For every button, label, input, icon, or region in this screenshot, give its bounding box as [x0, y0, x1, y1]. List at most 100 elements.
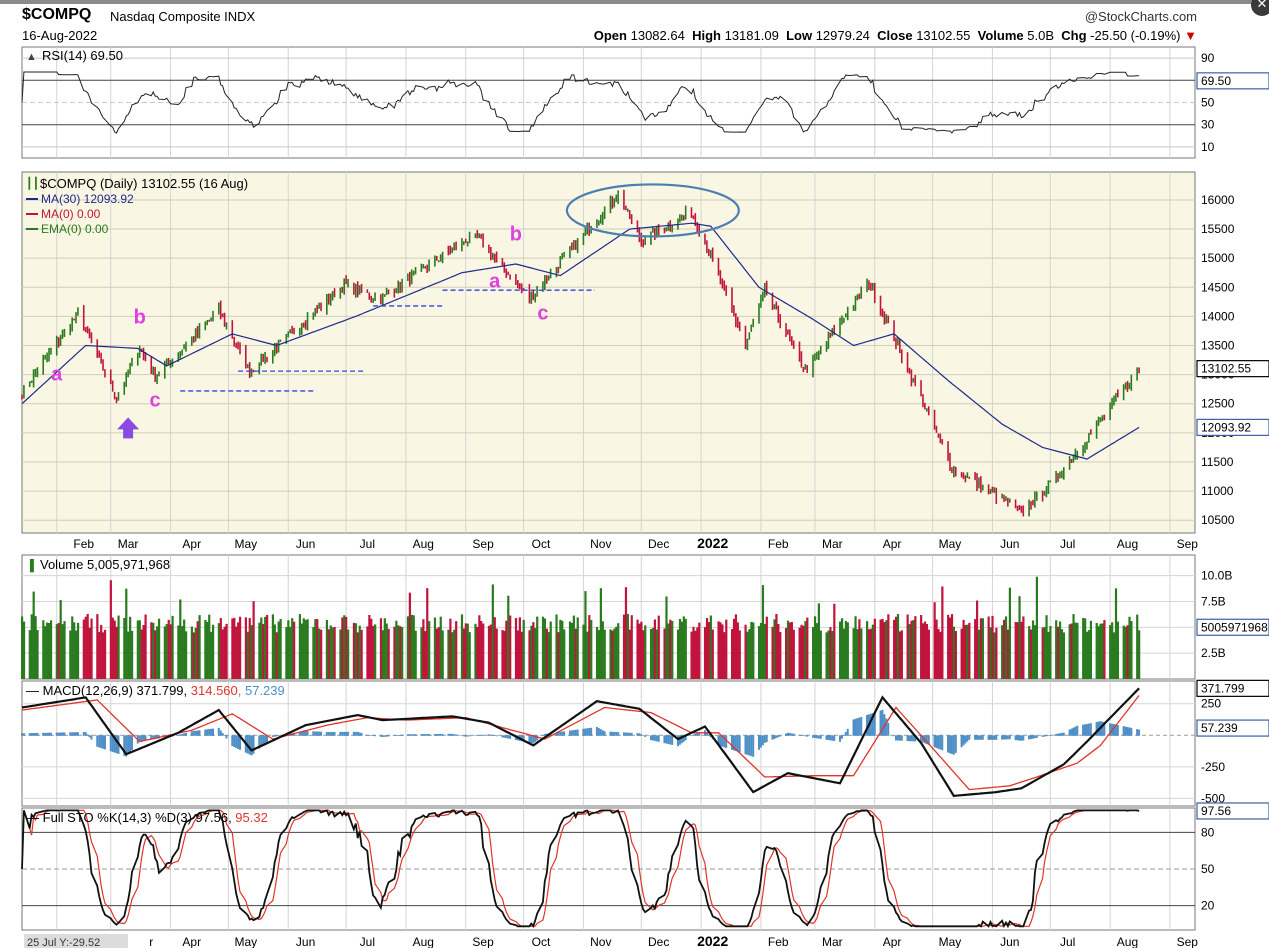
macd-tick: -500	[1201, 791, 1225, 805]
volume-bar	[867, 629, 871, 679]
volume-bar	[655, 629, 658, 679]
macd-histogram-bar	[721, 735, 724, 747]
macd-histogram-bar	[757, 735, 760, 750]
volume-bar	[705, 618, 709, 679]
window-top-border	[0, 0, 1269, 4]
macd-histogram-bar	[437, 733, 440, 736]
volume-bar	[424, 631, 427, 679]
x-axis-label-top: Feb	[73, 537, 94, 551]
volume-bar	[399, 626, 402, 679]
volume-bar	[316, 619, 319, 679]
macd-histogram-bar	[765, 735, 768, 743]
volume-bar	[372, 625, 375, 679]
volume-bar	[528, 630, 531, 679]
macd-histogram-bar	[894, 735, 897, 741]
macd-histogram-bar	[370, 735, 373, 736]
wave-annotation: c	[150, 390, 161, 412]
macd-histogram-bar	[142, 735, 145, 741]
macd-histogram-bar	[1070, 728, 1073, 736]
sto-tick: 20	[1201, 899, 1215, 913]
macd-histogram-bar	[642, 735, 645, 736]
macd-histogram-bar	[480, 734, 483, 736]
volume-bar	[979, 618, 983, 679]
macd-histogram-bar	[312, 731, 315, 736]
volume-bar	[395, 620, 398, 679]
volume-bar	[73, 622, 76, 679]
volume-bar	[451, 632, 454, 679]
volume-bar	[152, 622, 155, 679]
volume-bar	[628, 629, 631, 679]
volume-bar	[516, 630, 520, 679]
volume-bar	[719, 622, 722, 679]
macd-histogram-bar	[401, 734, 404, 736]
volume-bar	[154, 630, 157, 679]
volume-bar	[887, 614, 890, 679]
macd-histogram-bar	[790, 733, 793, 736]
macd-histogram-bar	[59, 732, 62, 736]
macd-histogram-bar	[381, 735, 384, 738]
volume-bar	[831, 630, 834, 679]
macd-histogram-bar	[532, 735, 535, 744]
legend-entry: MA(30) 12093.92	[41, 192, 134, 206]
macd-histogram-bar	[73, 732, 76, 736]
macd-histogram-bar	[69, 732, 72, 736]
volume-bar	[696, 627, 699, 679]
volume-bar	[790, 621, 793, 679]
macd-histogram-bar	[947, 735, 950, 753]
macd-histogram-bar	[130, 735, 133, 751]
volume-bar	[603, 629, 606, 679]
volume-bar	[1122, 625, 1125, 679]
chart-grid	[22, 47, 1195, 930]
volume-bar	[248, 618, 251, 679]
volume-bar	[935, 619, 938, 679]
macd-last-value-box	[1196, 679, 1269, 697]
macd-histogram-bar	[476, 735, 479, 736]
volume-bar	[626, 614, 629, 679]
volume-bar	[792, 629, 795, 679]
volume-bar	[358, 625, 361, 679]
volume-bar	[806, 617, 809, 679]
macd-histogram-bar	[277, 735, 280, 736]
volume-bar	[908, 624, 911, 679]
macd-histogram-bar	[451, 733, 454, 736]
x-axis-label-top: Jun	[296, 537, 315, 551]
macd-histogram-bar	[1016, 735, 1019, 741]
macd-histogram-bar	[1116, 724, 1119, 736]
macd-histogram-bar	[723, 735, 726, 748]
macd-histogram-bar	[331, 731, 334, 736]
volume-bar	[559, 619, 562, 679]
volume-bar	[123, 617, 126, 679]
macd-histogram-bar	[347, 731, 350, 736]
macd-histogram-bar	[320, 731, 323, 736]
close-icon[interactable]: ✕	[1251, 0, 1269, 16]
volume-bar	[507, 595, 510, 679]
macd-histogram-bar	[179, 734, 182, 736]
macd-histogram-bar	[327, 731, 330, 736]
volume-bar	[420, 627, 423, 679]
volume-bar	[219, 618, 222, 679]
volume-bar	[921, 623, 925, 679]
macd-histogram-bar	[649, 735, 652, 741]
volume-bar	[638, 623, 641, 679]
macd-histogram-bar	[46, 732, 49, 736]
volume-bar	[449, 618, 452, 679]
macd-hist-last-value-box	[1196, 719, 1269, 737]
macd-histogram-bar	[304, 730, 307, 736]
macd-histogram-bar	[44, 732, 47, 736]
volume-bar	[1111, 622, 1114, 679]
brand-label: @StockCharts.com	[1084, 9, 1197, 24]
volume-bar	[798, 627, 801, 679]
macd-histogram-bar	[831, 735, 834, 741]
macd-histogram-bar	[734, 735, 737, 752]
volume-bar	[896, 614, 900, 679]
macd-histogram-bar	[341, 731, 344, 736]
macd-histogram-bar	[630, 732, 633, 736]
volume-bar	[960, 628, 963, 679]
x-axis-label-bottom: Feb	[768, 935, 789, 948]
volume-bar	[1097, 626, 1100, 679]
price-last-value: 13102.55	[1196, 360, 1269, 378]
volume-bar	[1099, 623, 1102, 679]
volume-bar	[684, 618, 687, 679]
macd-histogram-bar	[779, 735, 782, 737]
